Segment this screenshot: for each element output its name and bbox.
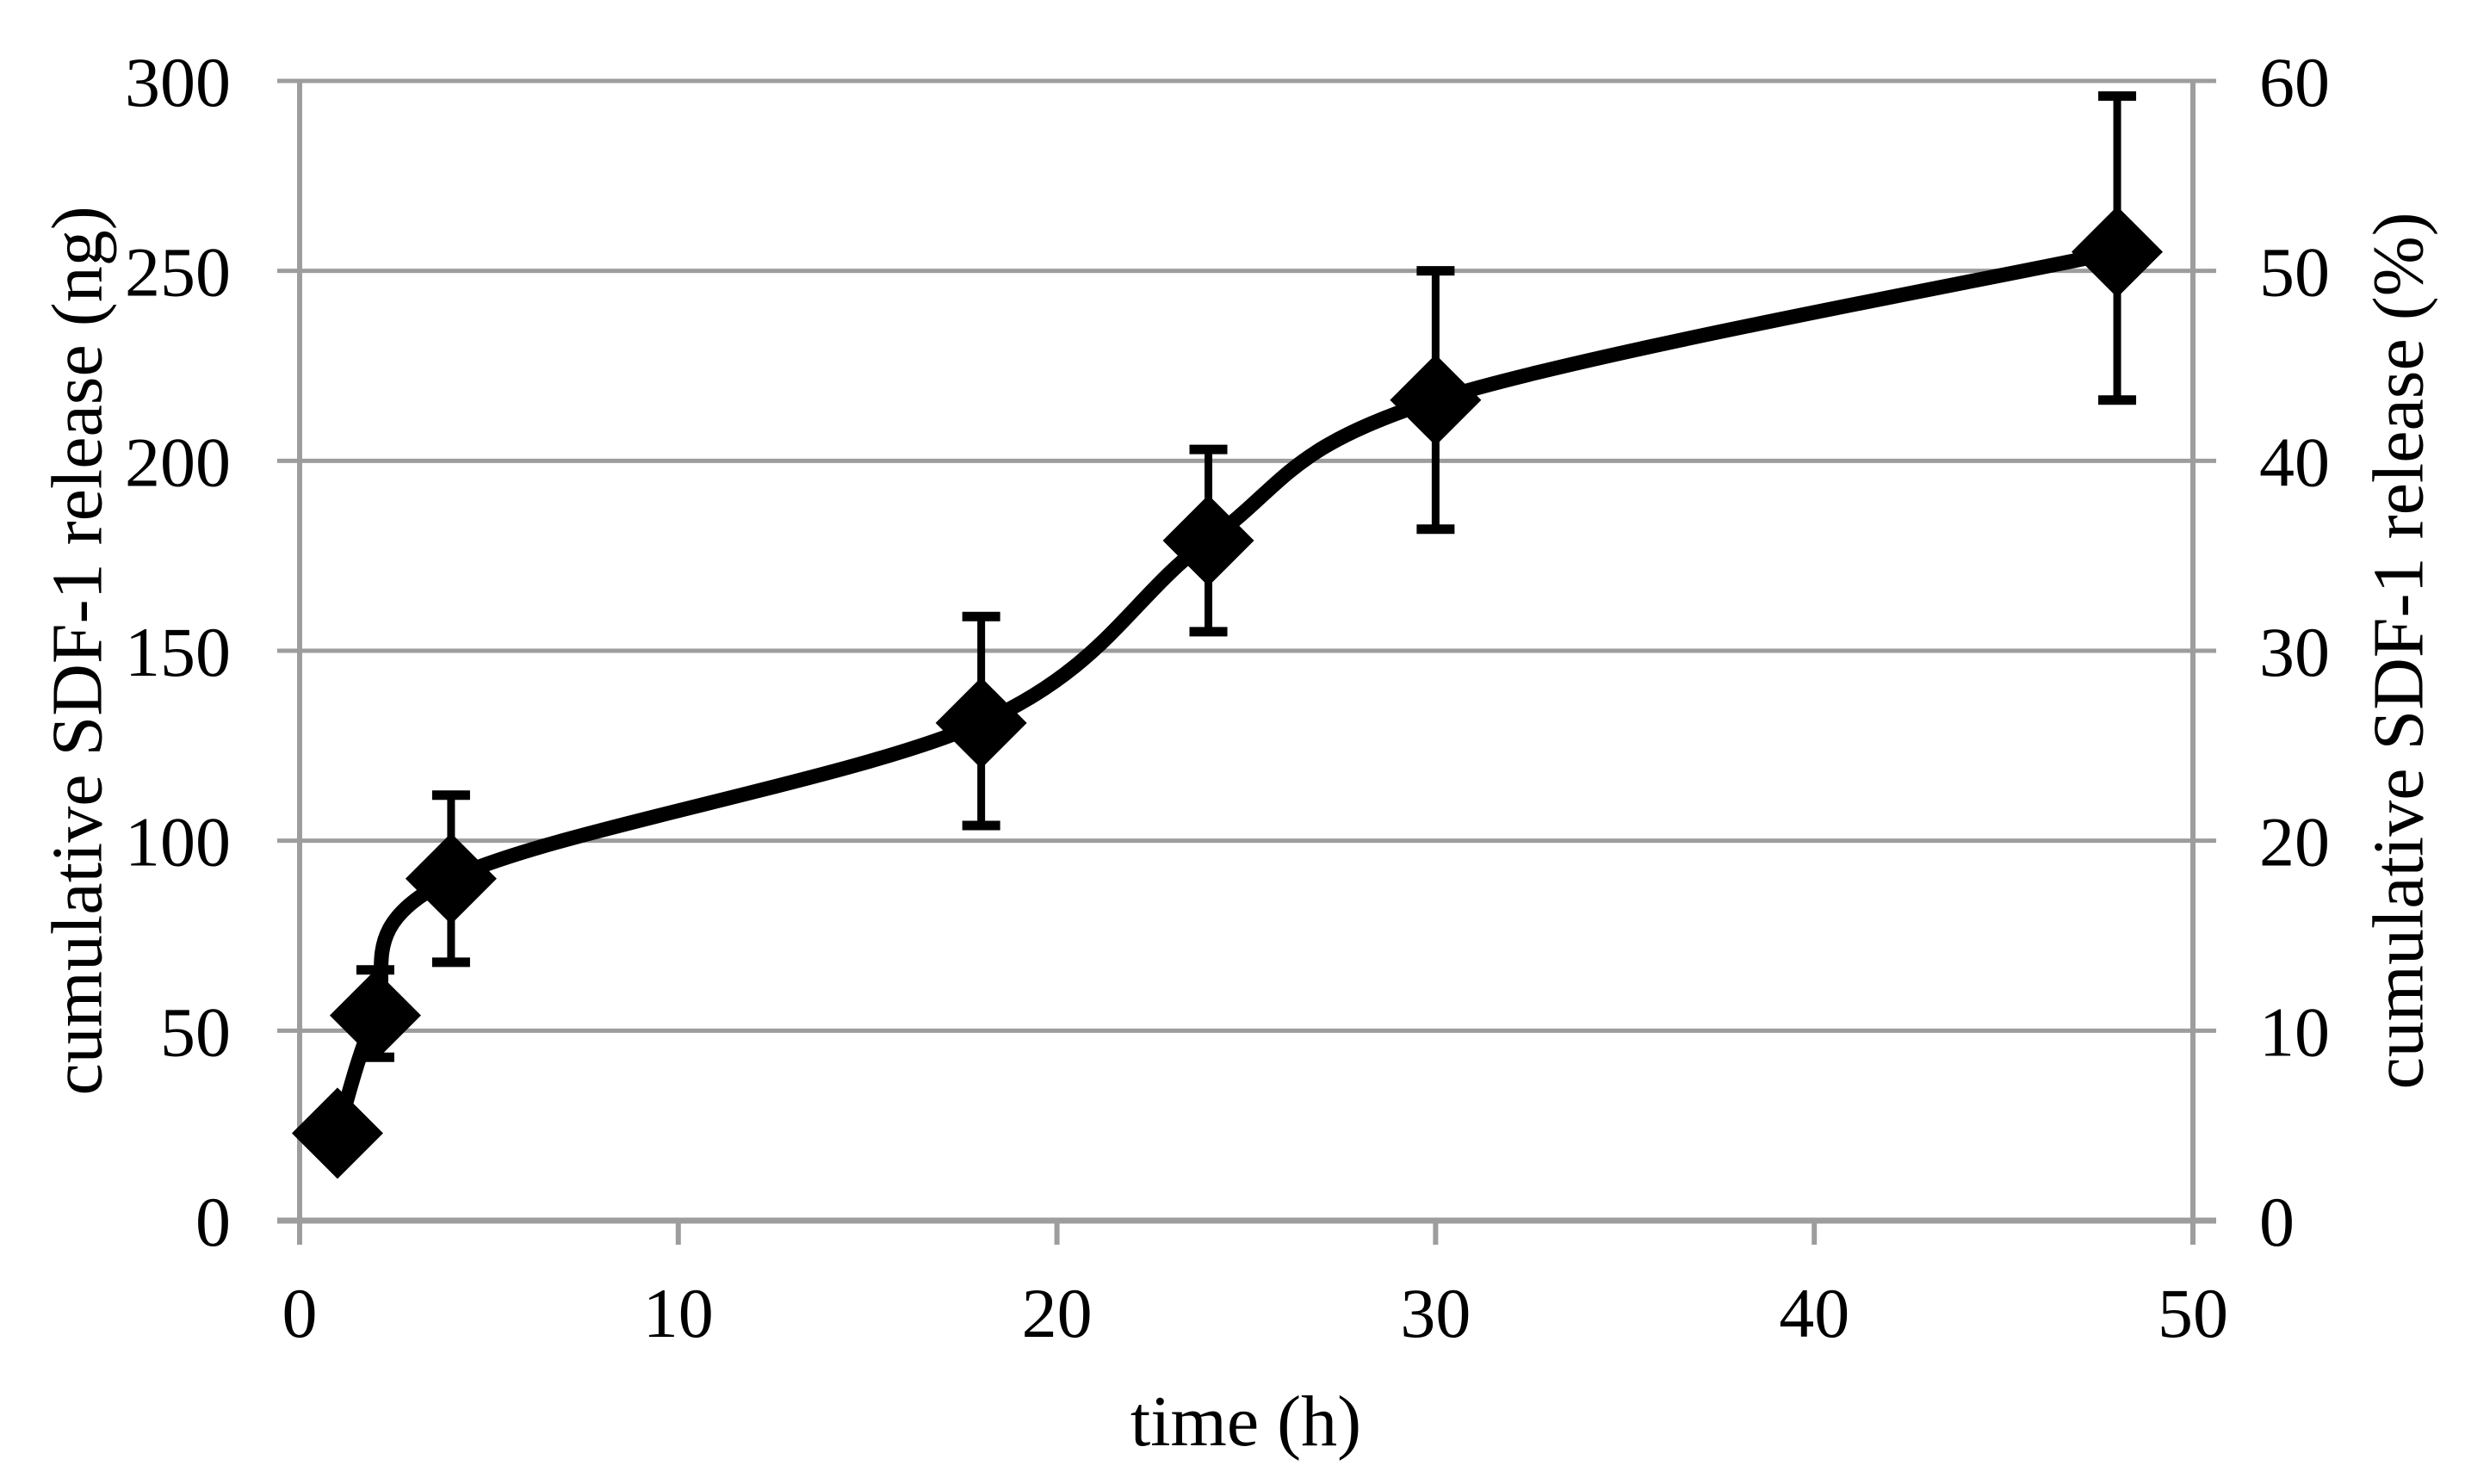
y-tick-label-right: 0 — [2259, 1183, 2295, 1261]
y-tick-label-left: 0 — [195, 1183, 231, 1261]
data-point-marker — [405, 832, 497, 924]
x-tick-label: 0 — [282, 1274, 318, 1352]
x-tick-label: 10 — [643, 1274, 714, 1352]
y-axis-title-right: cumulative SDF-1 release (%) — [2359, 212, 2439, 1089]
x-axis-title: time (h) — [1130, 1382, 1361, 1462]
data-point-marker — [329, 969, 421, 1061]
data-point-marker — [291, 1087, 383, 1179]
y-axis-title-left: cumulative SDF-1 release (ng) — [38, 206, 118, 1095]
x-tick-label: 50 — [2158, 1274, 2228, 1352]
chart-plot-area: 0 50 100 150 200 250 300 0 10 20 30 40 50 60 0 10 20 30 40… — [125, 43, 2330, 1352]
series-curve — [330, 244, 2125, 1141]
x-tick-label: 20 — [1022, 1274, 1093, 1352]
y-tick-label-left: 100 — [125, 803, 231, 881]
y-tick-label-left: 250 — [125, 233, 231, 312]
y-tick-label-right: 20 — [2259, 803, 2330, 881]
x-tick-label: 40 — [1779, 1274, 1849, 1352]
y-tick-label-right: 10 — [2259, 992, 2330, 1071]
y-tick-label-left: 50 — [160, 992, 231, 1071]
x-tick-label: 30 — [1400, 1274, 1471, 1352]
y-tick-label-right: 30 — [2259, 613, 2330, 691]
y-tick-label-right: 60 — [2259, 43, 2330, 121]
data-point-marker — [1162, 495, 1254, 587]
data-point-marker — [1390, 354, 1482, 446]
y-tick-label-right: 40 — [2259, 423, 2330, 501]
y-tick-label-left: 300 — [125, 43, 231, 121]
y-tick-label-left: 200 — [125, 423, 231, 501]
y-tick-label-right: 50 — [2259, 233, 2330, 312]
y-tick-label-left: 150 — [125, 613, 231, 691]
data-point-marker — [935, 677, 1027, 769]
data-point-marker — [2072, 206, 2164, 298]
